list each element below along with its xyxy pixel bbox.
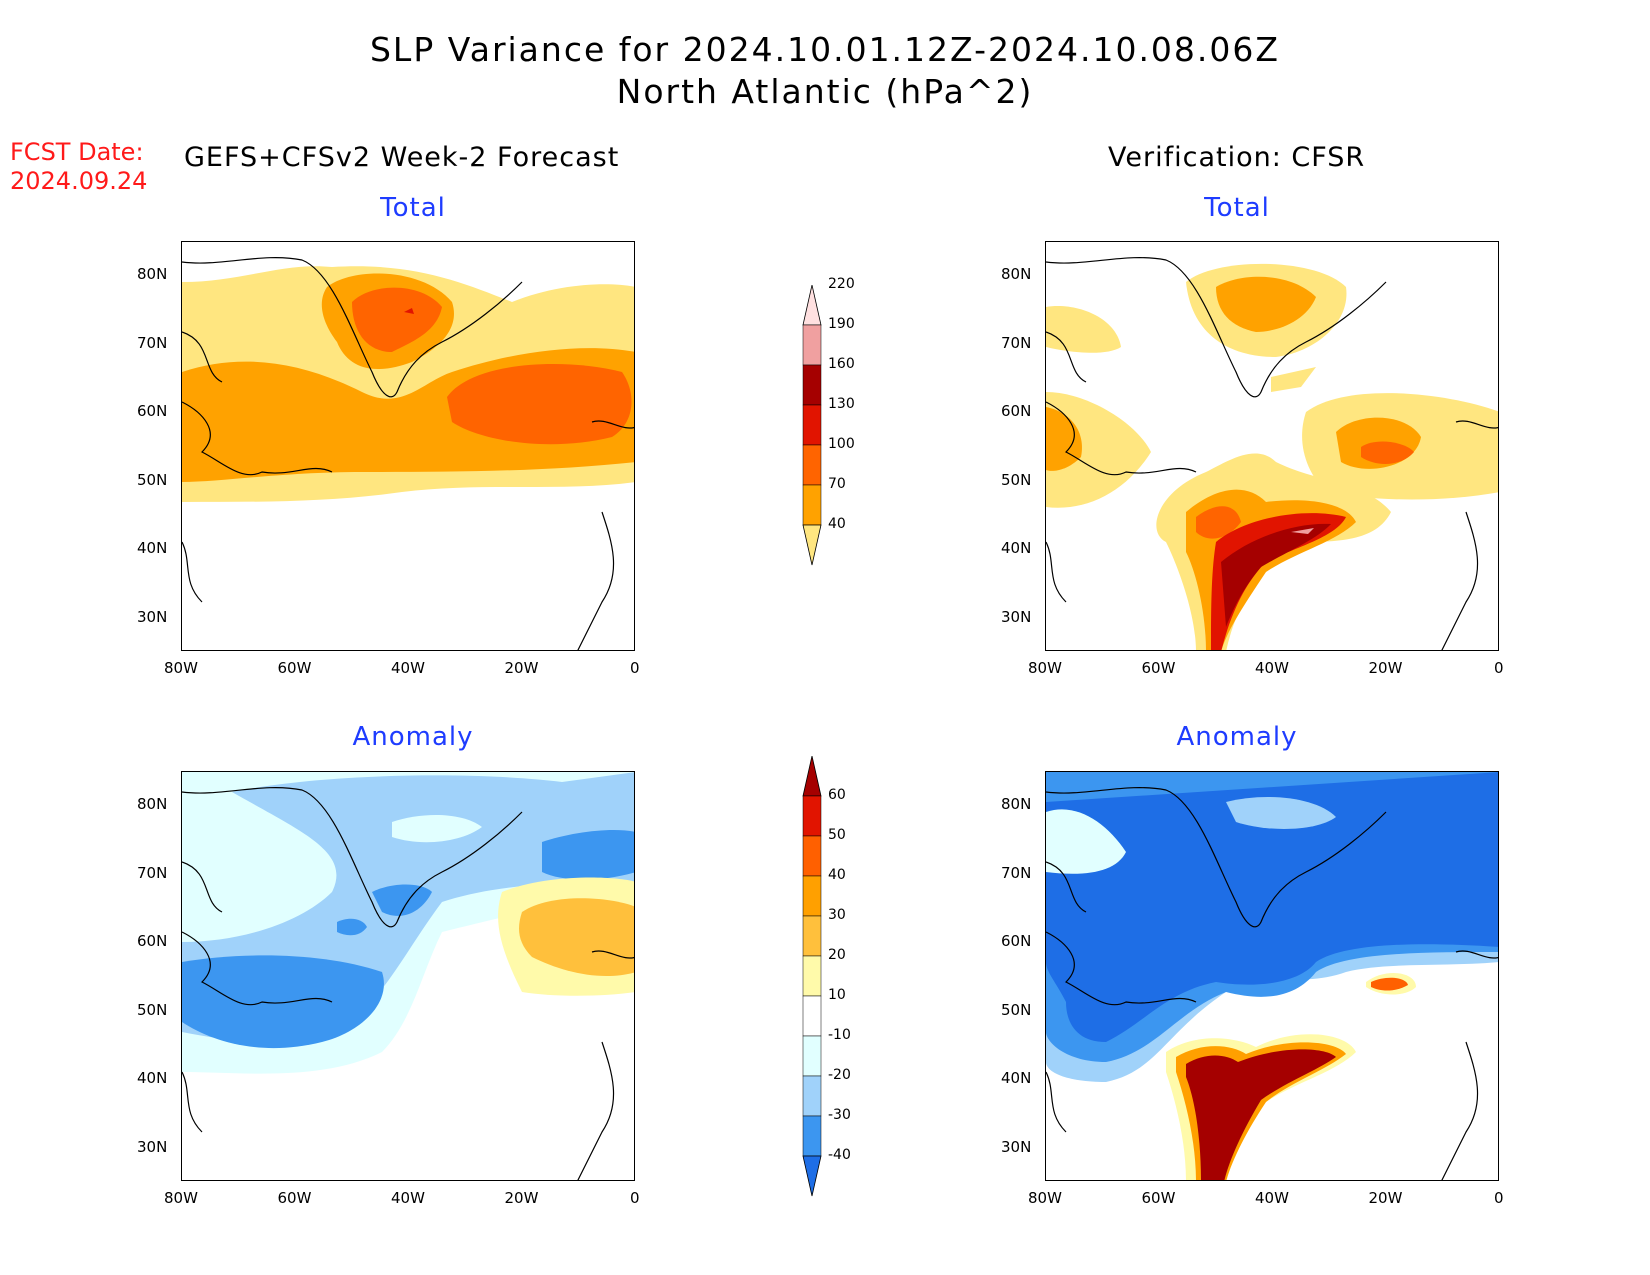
anomaly-colorbar xyxy=(800,755,824,1202)
colorbar-label: 40 xyxy=(828,867,846,883)
lon-tick-label: 40W xyxy=(391,1189,425,1207)
lat-tick-label: 80N xyxy=(137,265,168,283)
lat-tick-label: 60N xyxy=(137,402,168,420)
lat-tick-label: 30N xyxy=(1001,607,1032,626)
lon-tick-label: 20W xyxy=(504,1189,539,1207)
verification-anomaly-map xyxy=(1045,771,1499,1181)
lat-tick-label: 80N xyxy=(137,795,168,813)
colorbar-label: -10 xyxy=(828,1027,851,1043)
colorbar-label: 160 xyxy=(828,356,855,372)
lat-tick-label: 40N xyxy=(1001,539,1032,557)
lon-tick-label: 80W xyxy=(164,1189,198,1207)
lon-tick-label: 0 xyxy=(630,659,640,677)
lat-tick-label: 80N xyxy=(1001,265,1032,283)
colorbar-bottom-arrow xyxy=(802,524,822,566)
colorbar-top-arrow xyxy=(802,755,822,797)
colorbar-label: 40 xyxy=(828,516,846,532)
colorbar-segment xyxy=(802,1115,822,1157)
colorbar-label: 60 xyxy=(828,787,846,803)
colorbar-segment xyxy=(802,955,822,997)
lat-tick-label: 30N xyxy=(1001,1137,1032,1156)
colorbar-segment xyxy=(802,1035,822,1077)
colorbar-label: 50 xyxy=(828,827,846,843)
colorbar-segment xyxy=(802,995,822,1037)
lon-tick-label: 80W xyxy=(1028,659,1062,677)
lon-tick-label: 20W xyxy=(504,659,539,677)
lat-tick-label: 70N xyxy=(1001,863,1032,882)
lon-tick-label: 20W xyxy=(1368,1189,1403,1207)
colorbar-label: 10 xyxy=(828,987,846,1003)
lon-tick-label: 40W xyxy=(391,659,425,677)
colorbar-label: 20 xyxy=(828,947,846,963)
lat-tick-label: 80N xyxy=(1001,795,1032,813)
total-colorbar xyxy=(800,284,824,571)
lat-tick-label: 50N xyxy=(137,470,168,489)
lat-tick-label: 70N xyxy=(137,863,168,882)
lon-tick-label: 0 xyxy=(1494,1189,1504,1207)
forecast-anomaly-map xyxy=(181,771,635,1181)
left-anomaly-title: Anomaly xyxy=(352,722,474,752)
colorbar-top-arrow xyxy=(802,284,822,326)
lat-tick-label: 40N xyxy=(1001,1069,1032,1087)
colorbar-segment xyxy=(802,1075,822,1117)
colorbar-label: -20 xyxy=(828,1067,851,1083)
colorbar-label: 30 xyxy=(828,907,846,923)
colorbar-segment xyxy=(802,364,822,406)
colorbar-label: 70 xyxy=(828,476,846,492)
colorbar-segment xyxy=(802,835,822,877)
lon-tick-label: 40W xyxy=(1255,659,1289,677)
lon-tick-label: 80W xyxy=(164,659,198,677)
forecast-total-map xyxy=(181,241,635,651)
colorbar-segment xyxy=(802,404,822,446)
lon-tick-label: 60W xyxy=(1141,1189,1176,1207)
fcst-date: 2024.09.24 xyxy=(10,167,148,195)
lon-tick-label: 0 xyxy=(630,1189,640,1207)
colorbar-bottom-arrow xyxy=(802,1155,822,1197)
lat-tick-label: 30N xyxy=(137,1137,168,1156)
right-total-title: Total xyxy=(1204,193,1270,223)
colorbar-segment xyxy=(802,795,822,837)
colorbar-label: 190 xyxy=(828,316,855,332)
fcst-label: FCST Date: xyxy=(10,138,144,166)
lon-tick-label: 60W xyxy=(277,1189,312,1207)
lat-tick-label: 60N xyxy=(1001,402,1032,420)
lat-tick-label: 50N xyxy=(137,1000,168,1019)
lat-tick-label: 70N xyxy=(1001,333,1032,352)
lat-tick-label: 60N xyxy=(137,932,168,950)
verification-total-map xyxy=(1045,241,1499,651)
forecast-date-block: FCST Date: 2024.09.24 xyxy=(10,138,147,196)
lon-tick-label: 80W xyxy=(1028,1189,1062,1207)
lat-tick-label: 50N xyxy=(1001,470,1032,489)
lon-tick-label: 20W xyxy=(1368,659,1403,677)
left-column-title: GEFS+CFSv2 Week-2 Forecast xyxy=(184,142,620,173)
colorbar-label: 100 xyxy=(828,436,855,452)
left-total-title: Total xyxy=(380,193,446,223)
main-subtitle: North Atlantic (hPa^2) xyxy=(616,72,1034,111)
lon-tick-label: 60W xyxy=(277,659,312,677)
right-anomaly-title: Anomaly xyxy=(1176,722,1298,752)
colorbar-segment xyxy=(802,915,822,957)
lat-tick-label: 60N xyxy=(1001,932,1032,950)
lat-tick-label: 70N xyxy=(137,333,168,352)
colorbar-segment xyxy=(802,875,822,917)
colorbar-label: -30 xyxy=(828,1107,851,1123)
lat-tick-label: 40N xyxy=(137,539,168,557)
right-column-title: Verification: CFSR xyxy=(1108,142,1366,173)
colorbar-label: -40 xyxy=(828,1147,851,1163)
colorbar-label: 220 xyxy=(828,276,855,292)
colorbar-segment xyxy=(802,444,822,486)
lat-tick-label: 30N xyxy=(137,607,168,626)
colorbar-label: 130 xyxy=(828,396,855,412)
colorbar-segment xyxy=(802,484,822,526)
main-title: SLP Variance for 2024.10.01.12Z-2024.10.… xyxy=(369,30,1281,69)
lat-tick-label: 40N xyxy=(137,1069,168,1087)
lon-tick-label: 60W xyxy=(1141,659,1176,677)
lat-tick-label: 50N xyxy=(1001,1000,1032,1019)
lon-tick-label: 40W xyxy=(1255,1189,1289,1207)
lon-tick-label: 0 xyxy=(1494,659,1504,677)
colorbar-segment xyxy=(802,324,822,366)
